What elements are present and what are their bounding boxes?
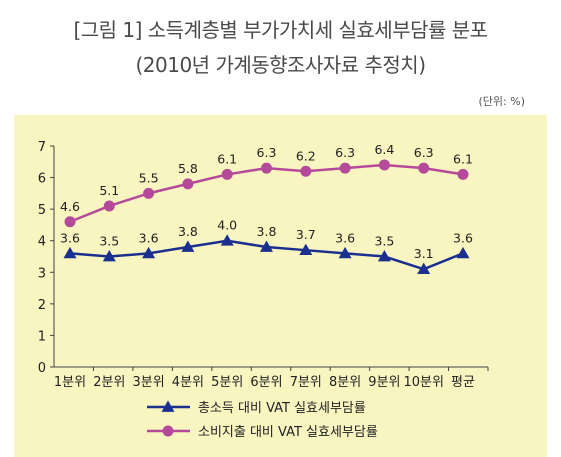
y-tick-label: 4 [38, 235, 46, 250]
data-point [103, 200, 115, 212]
legend-marker [161, 400, 175, 412]
data-point [220, 234, 234, 246]
data-label: 6.2 [296, 148, 316, 163]
data-label: 6.1 [453, 151, 473, 166]
data-label: 5.5 [139, 170, 159, 185]
x-tick-label: 6분위 [250, 375, 282, 390]
data-label: 3.6 [335, 230, 355, 245]
data-label: 4.0 [217, 218, 237, 233]
y-tick-label: 1 [38, 329, 46, 344]
data-point [299, 243, 313, 256]
data-point [182, 178, 194, 190]
data-point [102, 250, 116, 262]
data-label: 3.1 [414, 246, 434, 261]
x-tick-label: 4분위 [172, 375, 204, 390]
data-point [456, 246, 470, 259]
data-point [142, 246, 156, 259]
x-tick-label: 10분위 [403, 375, 443, 390]
data-point [260, 240, 273, 252]
x-tick-label: 평균 [451, 375, 475, 390]
x-tick-label: 3분위 [132, 375, 164, 390]
data-label: 5.1 [99, 183, 119, 198]
y-tick-label: 3 [38, 266, 46, 281]
data-label: 5.8 [178, 161, 198, 176]
y-tick-label: 6 [38, 172, 46, 187]
y-tick-label: 5 [38, 203, 46, 218]
x-tick-label: 7분위 [290, 375, 322, 390]
data-label: 3.8 [257, 224, 277, 239]
data-label: 3.5 [374, 234, 394, 249]
data-label: 3.8 [178, 224, 198, 239]
data-point [457, 168, 469, 180]
chart-subtitle: (2010년 가계동향조사자료 추정치) [135, 53, 426, 77]
data-label: 6.4 [374, 142, 394, 157]
x-tick-label: 8분위 [329, 375, 361, 390]
data-point [64, 216, 76, 228]
data-point [63, 246, 77, 259]
data-point [261, 162, 272, 174]
data-point [143, 187, 155, 199]
y-tick-label: 0 [38, 361, 46, 376]
data-label: 3.6 [60, 230, 80, 245]
data-point [181, 240, 195, 252]
chart-title: [그림 1] 소득계층별 부가가치세 실효세부담률 분포 [73, 18, 488, 42]
data-label: 6.3 [257, 145, 277, 160]
legend-marker [162, 425, 174, 437]
data-label: 3.6 [453, 230, 473, 245]
unit-label: (단위: %) [478, 95, 525, 108]
data-label: 4.6 [60, 199, 80, 214]
data-label: 6.1 [217, 151, 237, 166]
data-point [378, 159, 390, 171]
data-point [377, 250, 391, 262]
data-label: 3.5 [99, 234, 119, 249]
data-label: 6.3 [335, 145, 355, 160]
x-tick-label: 9분위 [368, 375, 400, 390]
data-point [221, 168, 233, 180]
x-tick-label: 2분위 [93, 375, 125, 390]
legend-label: 총소득 대비 VAT 실효세부담률 [198, 401, 366, 416]
legend-label: 소비지출 대비 VAT 실효세부담률 [198, 425, 378, 440]
data-point [300, 165, 312, 177]
data-point [338, 246, 352, 259]
data-point [339, 162, 351, 174]
data-point [417, 262, 431, 275]
data-point [418, 162, 430, 174]
data-label: 3.6 [139, 230, 159, 245]
x-tick-label: 5분위 [211, 375, 243, 390]
y-tick-label: 2 [38, 298, 46, 313]
y-tick-label: 7 [38, 140, 46, 155]
x-tick-label: 1분위 [54, 375, 86, 390]
data-label: 6.3 [414, 145, 434, 160]
data-label: 3.7 [296, 227, 316, 242]
